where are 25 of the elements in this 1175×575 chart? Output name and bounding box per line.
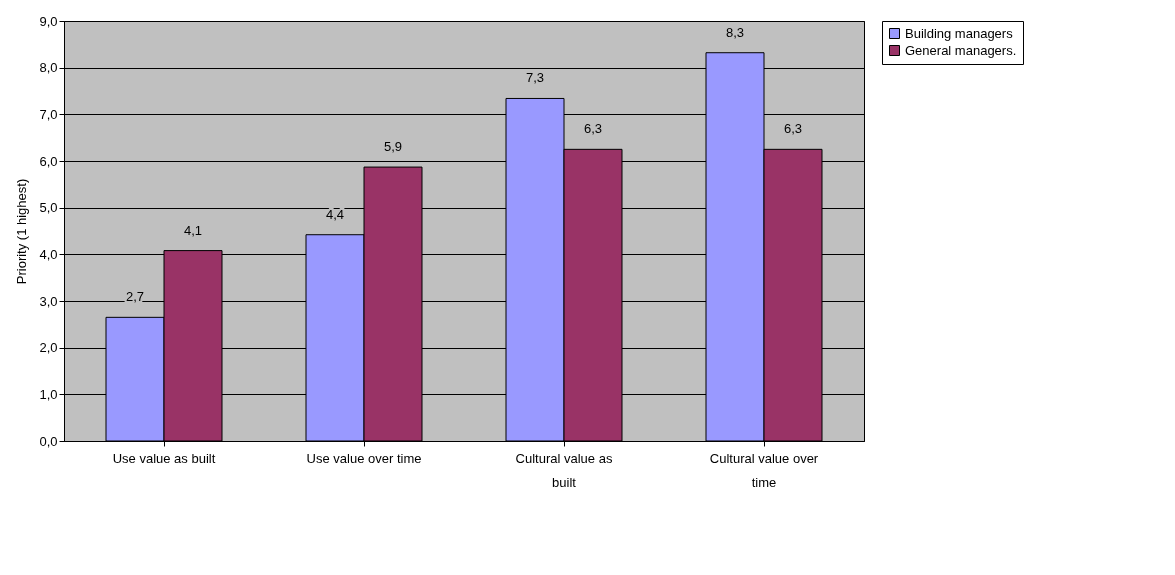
x-tick-label: Use value as built (112, 450, 216, 466)
x-tick-label: Cultural value over time (709, 450, 819, 490)
y-tick-label: 6,0 (39, 153, 58, 169)
y-tick-label: 0,0 (39, 433, 58, 449)
data-label: 8,3 (725, 24, 745, 40)
data-label: 2,7 (125, 289, 145, 305)
data-label: 6,3 (583, 121, 603, 137)
y-tick-label: 5,0 (39, 200, 58, 216)
y-tick-label: 4,0 (39, 246, 58, 262)
y-tick-label: 3,0 (39, 293, 58, 309)
y-axis-title: Priority (1 highest) (14, 178, 30, 285)
data-label: 7,3 (525, 70, 545, 86)
y-tick-label: 8,0 (39, 60, 58, 76)
y-tick-label: 7,0 (39, 106, 58, 122)
data-label: 4,4 (325, 206, 345, 222)
data-label: 6,3 (783, 121, 803, 137)
y-tick-label: 9,0 (39, 13, 58, 29)
legend-label: General managers. (905, 42, 1017, 58)
legend-label: Building managers (905, 25, 1014, 41)
data-label: 5,9 (383, 139, 403, 155)
y-tick-label: 1,0 (39, 386, 58, 402)
data-label: 4,1 (183, 222, 203, 238)
y-tick-label: 2,0 (39, 340, 58, 356)
x-tick-label: Use value over time (306, 450, 422, 466)
x-tick-label: Cultural value as built (515, 450, 613, 490)
